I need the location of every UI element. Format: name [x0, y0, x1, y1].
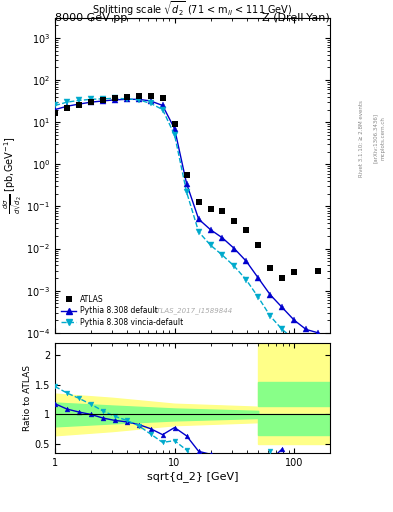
Y-axis label: $\frac{d\sigma}{d\sqrt{d_2}}$ [pb,GeV$^{-1}$]: $\frac{d\sigma}{d\sqrt{d_2}}$ [pb,GeV$^{… — [2, 137, 25, 214]
Text: Rivet 3.1.10; ≥ 2.8M events: Rivet 3.1.10; ≥ 2.8M events — [359, 100, 364, 177]
X-axis label: sqrt{d_2} [GeV]: sqrt{d_2} [GeV] — [147, 471, 238, 482]
Text: [arXiv:1306.3436]: [arXiv:1306.3436] — [373, 113, 378, 163]
Bar — [258, 343, 330, 444]
Text: mcplots.cern.ch: mcplots.cern.ch — [381, 116, 386, 160]
Text: 8000 GeV pp: 8000 GeV pp — [55, 13, 127, 23]
Text: ATLAS_2017_I1589844: ATLAS_2017_I1589844 — [152, 307, 233, 314]
Y-axis label: Ratio to ATLAS: Ratio to ATLAS — [23, 365, 32, 431]
Title: Splitting scale $\sqrt{d_2}$ (71 < m$_{ll}$ < 111 GeV): Splitting scale $\sqrt{d_2}$ (71 < m$_{l… — [92, 0, 293, 18]
Bar — [258, 382, 330, 406]
Legend: ATLAS, Pythia 8.308 default, Pythia 8.308 vincia-default: ATLAS, Pythia 8.308 default, Pythia 8.30… — [59, 293, 186, 329]
Text: Z (Drell-Yan): Z (Drell-Yan) — [263, 13, 330, 23]
Bar — [258, 414, 330, 435]
